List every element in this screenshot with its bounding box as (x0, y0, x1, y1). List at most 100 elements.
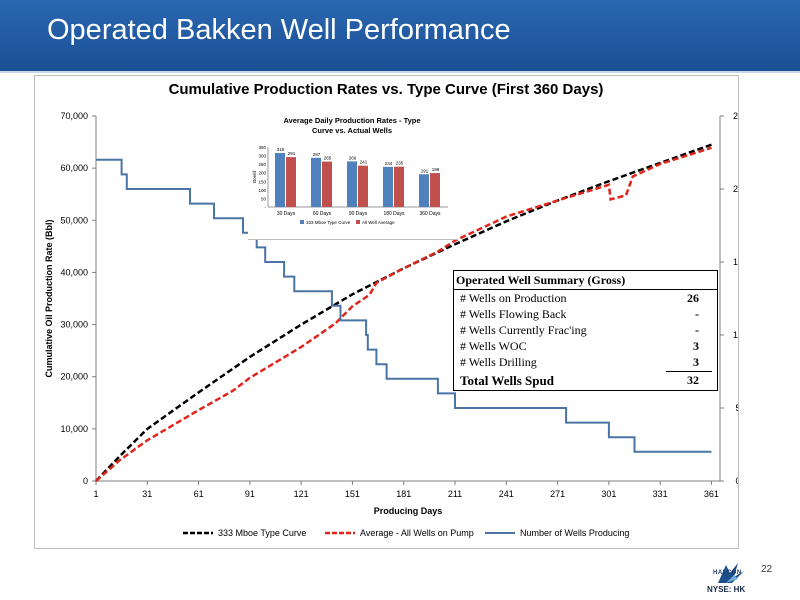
x-tick-label: 61 (194, 489, 204, 499)
summary-total-divider (666, 371, 712, 372)
inset-bar-label: 191 (421, 168, 429, 173)
y2-tick-label: 20 (733, 184, 738, 194)
y-tick-label: 30,000 (60, 320, 88, 330)
inset-title-line-2: Curve vs. Actual Wells (312, 126, 392, 135)
y2-tick-label: 15 (733, 257, 738, 267)
summary-row-value: - (695, 323, 699, 337)
summary-row-value: 26 (687, 291, 699, 305)
summary-row-label: # Wells on Production (460, 291, 567, 305)
inset-title-line-1: Average Daily Production Rates - Type (283, 116, 420, 125)
x-tick-label: 361 (704, 489, 719, 499)
slide-header: Operated Bakken Well Performance (0, 0, 800, 71)
summary-row-label: # Wells Drilling (460, 355, 537, 369)
page-number: 22 (761, 564, 773, 575)
x-tick-label: 1 (93, 489, 98, 499)
summary-total-value: 32 (687, 373, 699, 387)
summary-row-value: 3 (693, 339, 699, 353)
inset-bar (322, 161, 332, 207)
y2-tick-label: 0 (735, 476, 738, 486)
summary-row-label: # Wells Flowing Back (460, 307, 567, 321)
inset-x-tick-label: 360 Days (419, 211, 441, 217)
summary-row: # Wells WOC 3 (454, 339, 717, 355)
x-tick-label: 151 (345, 489, 360, 499)
chart-title: Cumulative Production Rates vs. Type Cur… (169, 81, 604, 98)
summary-row: # Wells Flowing Back - (454, 307, 717, 323)
x-tick-label: 121 (294, 489, 309, 499)
well-summary-table: Operated Well Summary (Gross) # Wells on… (453, 270, 718, 391)
inset-chart: Average Daily Production Rates - TypeCur… (252, 116, 448, 225)
x-axis-label: Producing Days (374, 506, 443, 516)
inset-x-tick-label: 30 Days (277, 211, 296, 217)
x-tick-label: 31 (142, 489, 152, 499)
y-tick-label: 40,000 (60, 267, 88, 277)
y-tick-label: 60,000 (60, 163, 88, 173)
inset-bar (419, 174, 429, 207)
inset-y-tick-label: 300 (258, 154, 266, 159)
inset-x-tick-label: 180 Days (383, 211, 405, 217)
y2-tick-label: 10 (733, 330, 738, 340)
inset-y-axis-label: Boe/d (252, 171, 257, 183)
inset-chart-frame: Average Daily Production Rates - Type Cur… (248, 111, 458, 240)
inset-legend-label: 333 Mboe Type Curve (306, 220, 351, 225)
inset-bar (311, 157, 321, 207)
series-line-2 (96, 158, 712, 453)
inset-bar (394, 166, 404, 207)
summary-row-value: 3 (693, 355, 699, 369)
inset-bar-label: 198 (432, 167, 440, 172)
inset-bar (383, 166, 393, 207)
ticker-symbol: NYSE: HK (707, 585, 746, 594)
inset-x-tick-label: 90 Days (349, 211, 368, 217)
inset-bar-label: 234 (385, 161, 393, 166)
x-tick-label: 301 (601, 489, 616, 499)
inset-bar (286, 157, 296, 207)
inset-bar-label: 241 (360, 160, 368, 165)
legend-label: Average - All Wells on Pump (360, 528, 474, 538)
inset-bar-label: 266 (349, 155, 357, 160)
slide-title: Operated Bakken Well Performance (47, 14, 511, 46)
logo-wordmark: HALCÓN (713, 570, 742, 576)
summary-row: # Wells Currently Frac'ing - (454, 323, 717, 339)
summary-row: # Wells Drilling 3 (454, 355, 717, 371)
summary-row-value: - (695, 307, 699, 321)
y-axis-label: Cumulative Oil Production Rate (Bbl) (44, 219, 54, 377)
x-tick-label: 211 (448, 489, 462, 499)
inset-bar (430, 173, 440, 207)
inset-y-tick-label: - (265, 205, 267, 210)
inset-bar-label: 291 (288, 151, 296, 156)
inset-bar-label: 287 (313, 152, 321, 157)
inset-y-tick-label: 100 (258, 188, 266, 193)
y2-tick-label: 25 (733, 111, 738, 121)
y-tick-label: 20,000 (60, 372, 88, 382)
x-tick-label: 91 (245, 489, 255, 499)
header-divider (0, 71, 800, 73)
y-tick-label: 10,000 (60, 424, 88, 434)
inset-bar-label: 315 (277, 147, 285, 152)
inset-y-tick-label: 250 (258, 162, 266, 167)
inset-legend-swatch (300, 220, 304, 224)
y-tick-label: 0 (83, 476, 88, 486)
inset-y-tick-label: 200 (258, 171, 266, 176)
x-tick-label: 271 (550, 489, 565, 499)
inset-y-tick-label: 50 (261, 196, 267, 201)
summary-title: Operated Well Summary (Gross) (456, 273, 626, 287)
y-tick-label: 70,000 (60, 111, 88, 121)
inset-y-tick-label: 150 (258, 179, 266, 184)
inset-bar-label: 265 (324, 156, 332, 161)
halcon-logo (718, 563, 744, 583)
y2-tick-label: 5 (735, 403, 738, 413)
legend-label: 333 Mboe Type Curve (218, 528, 306, 538)
legend-label: Number of Wells Producing (520, 528, 629, 538)
summary-total-row: Total Wells Spud 32 (454, 373, 717, 389)
summary-total-label: Total Wells Spud (460, 373, 554, 388)
main-chart: Cumulative Production Rates vs. Type Cur… (44, 81, 738, 538)
inset-x-tick-label: 60 Days (313, 211, 332, 217)
summary-row-label: # Wells WOC (460, 339, 527, 353)
summary-title-divider (454, 289, 717, 290)
inset-bar (347, 161, 357, 207)
inset-bar-label: 235 (396, 161, 404, 166)
inset-legend-swatch (356, 220, 360, 224)
inset-legend-label: All Well Average (362, 220, 395, 225)
inset-y-tick-label: 350 (258, 145, 266, 150)
y-tick-label: 50,000 (60, 215, 88, 225)
inset-bar (275, 153, 285, 207)
